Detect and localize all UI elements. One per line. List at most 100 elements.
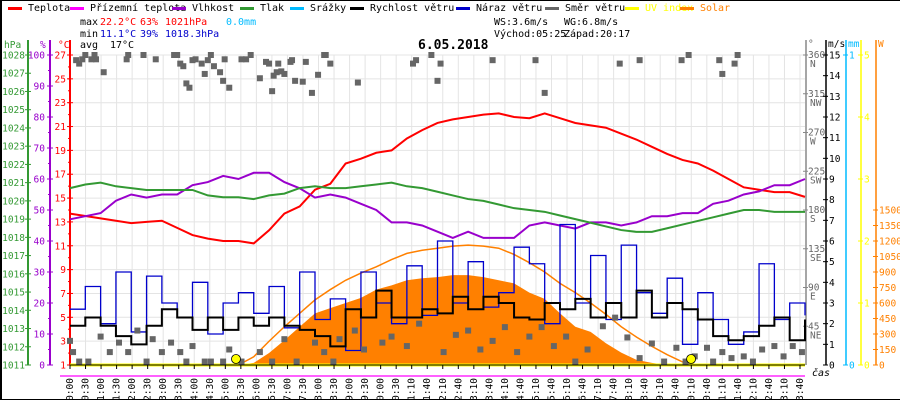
uv-sun-marker — [231, 354, 241, 364]
temperature-tick-label: 5 — [60, 313, 66, 324]
wind-direction-point — [673, 344, 680, 351]
wind-direction-point — [152, 56, 159, 63]
humidity-tick-label: 80 — [34, 113, 46, 124]
wind-direction-point — [489, 337, 496, 344]
wind-direction-point — [270, 72, 277, 79]
humidity-tick-label: 40 — [34, 237, 46, 248]
temperature-tick-label: 27 — [55, 51, 66, 62]
x-tick-label: 13:40 — [484, 378, 495, 400]
wind-direction-point — [67, 337, 73, 344]
temperature-tick-label: 17 — [55, 170, 66, 181]
wind-direction-point — [437, 60, 444, 67]
wind-tick-label: 5 — [829, 257, 835, 268]
wind-direction-point — [177, 60, 184, 67]
wind-tick-label: 2 — [829, 319, 835, 330]
solar-tick-label: 1350 — [879, 221, 900, 232]
legend-label: Srážky — [310, 2, 347, 14]
x-tick-label: 07:30 — [298, 378, 309, 400]
series-teplota-line — [69, 112, 806, 245]
solar-tick-label: 450 — [879, 314, 896, 325]
wind-direction-point — [149, 336, 156, 343]
legend-swatch — [456, 6, 470, 10]
wind-direction-point — [158, 349, 165, 356]
legend-label: Teplota — [28, 2, 71, 14]
min-label: min — [80, 29, 99, 40]
wind-tick-label: 8 — [829, 195, 835, 206]
x-tick-label: 22:10 — [748, 378, 759, 400]
x-tick-label: 00:00 — [65, 378, 76, 400]
series-n-raz-v-tru-line — [70, 223, 806, 352]
wind-direction-point — [716, 57, 723, 64]
humidity-tick-label: 90 — [34, 82, 46, 93]
wind-direction-point — [428, 52, 435, 58]
legend-label: Tlak — [260, 2, 285, 14]
wind-direction-point — [269, 358, 276, 365]
pressure-tick-label: 1014 — [2, 306, 25, 317]
direction-compass-label: S — [810, 214, 816, 225]
x-axis-label: čas — [812, 368, 831, 379]
max-temp: 22.2°C — [100, 17, 137, 28]
legend-item: Srážky — [290, 2, 346, 14]
wind-tick-label: 11 — [829, 133, 841, 144]
direction-tick-label: 45 — [808, 321, 819, 332]
wind-direction-point — [192, 56, 199, 63]
wind-direction-point — [526, 333, 533, 340]
wind-direction-point — [477, 346, 484, 353]
wind-direction-point — [88, 56, 95, 63]
pressure-tick-label: 1018 — [2, 233, 25, 244]
wind-direction-point — [434, 77, 441, 84]
wind-direction-point — [312, 339, 318, 346]
legend-item: Teplota — [8, 2, 70, 14]
wind-direction-point — [281, 70, 288, 77]
x-tick-label: 04:00 — [189, 378, 200, 400]
wind-direction-point — [269, 88, 276, 95]
x-tick-label: 11:40 — [422, 378, 433, 400]
min-humidity: 39% — [140, 29, 159, 40]
wind-direction-point — [125, 349, 132, 356]
solar-tick-label: 1200 — [879, 237, 900, 248]
legend-swatch — [290, 6, 304, 10]
temperature-tick-label: 7 — [60, 289, 66, 300]
wind-direction-point — [501, 324, 508, 331]
wind-direction-point — [174, 52, 181, 58]
wind-tick-label: 3 — [829, 299, 835, 310]
pressure-tick-label: 1023 — [2, 142, 25, 153]
legend-swatch — [240, 6, 254, 10]
wind-direction-point — [661, 358, 668, 365]
solar-tick-label: 600 — [879, 299, 896, 310]
pressure-tick-label: 1011 — [2, 361, 25, 372]
pressure-tick-label: 1015 — [2, 288, 25, 299]
x-tick-label: 03:30 — [174, 378, 185, 400]
temperature-tick-label: 23 — [55, 98, 66, 109]
humidity-tick-label: 70 — [34, 144, 46, 155]
legend-swatch — [172, 6, 186, 10]
wind-direction-point — [719, 349, 726, 356]
series-vlhkost-line — [69, 171, 806, 239]
wind-direction-point — [299, 78, 306, 85]
humidity-tick-label: 30 — [34, 268, 46, 279]
wind-direction-point — [388, 333, 395, 340]
temperature-tick-label: 15 — [55, 194, 66, 205]
x-tick-label: 16:40 — [578, 378, 589, 400]
wind-direction-point — [321, 349, 328, 356]
x-tick-label: 00:30 — [81, 378, 92, 400]
direction-compass-label: E — [810, 292, 816, 303]
sunrise: Východ:05:25 — [494, 29, 567, 40]
wind-direction-point — [789, 343, 796, 350]
wind-direction-point — [740, 353, 747, 360]
direction-tick-label: 90 — [808, 283, 820, 294]
pressure-tick-label: 1024 — [2, 123, 25, 134]
wind-direction-point — [207, 358, 214, 365]
wind-direction-point — [731, 60, 738, 67]
wind-direction-point — [308, 89, 315, 96]
wind-direction-point — [293, 358, 300, 365]
series-rychlost-v-tru-line — [70, 289, 806, 348]
legend-item: UV index — [625, 2, 693, 14]
wind-direction-point — [243, 56, 250, 63]
series-tlak-line — [69, 181, 805, 233]
wind-direction-point — [550, 343, 557, 350]
direction-tick-label: 225 — [808, 166, 825, 177]
wind-direction-point — [247, 52, 254, 58]
wind-direction-point — [201, 70, 208, 77]
x-tick-label: 10:30 — [391, 378, 402, 400]
